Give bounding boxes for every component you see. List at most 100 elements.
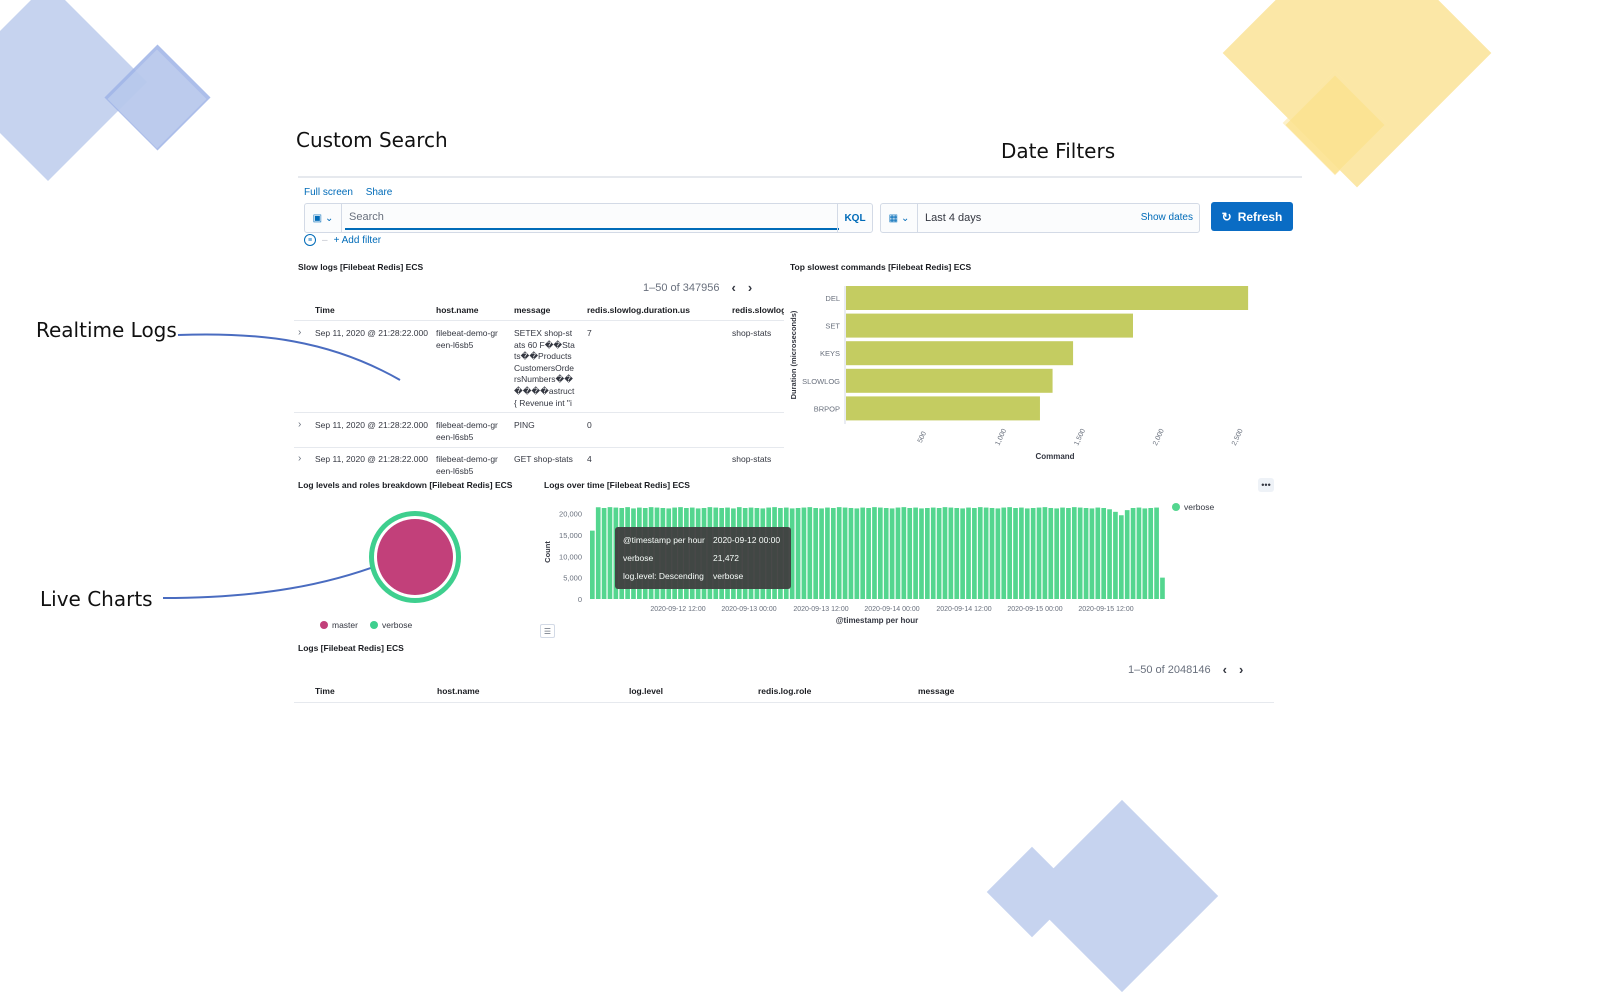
bar[interactable]: [1101, 507, 1107, 599]
column-header-time[interactable]: Time: [315, 686, 335, 696]
bar[interactable]: [866, 507, 871, 599]
bar[interactable]: [830, 507, 836, 599]
bar[interactable]: [907, 507, 913, 599]
bar[interactable]: [883, 507, 889, 599]
bar[interactable]: [1148, 507, 1154, 599]
filter-options-icon[interactable]: ≡: [304, 234, 316, 246]
legend-item-verbose[interactable]: verbose: [370, 620, 412, 630]
bar[interactable]: [1118, 515, 1124, 599]
bar[interactable]: [977, 507, 983, 599]
bar[interactable]: [925, 507, 930, 599]
date-range-label[interactable]: Last 4 days: [925, 212, 982, 224]
bar[interactable]: [919, 508, 924, 599]
show-dates-link[interactable]: Show dates: [1140, 212, 1193, 223]
bar[interactable]: [590, 530, 595, 599]
bar[interactable]: [942, 507, 948, 599]
bar[interactable]: [1095, 507, 1101, 599]
share-link[interactable]: Share: [365, 187, 393, 198]
legend-toggle-icon[interactable]: ☰: [540, 624, 555, 638]
bar[interactable]: [1007, 507, 1012, 599]
bar[interactable]: [901, 507, 907, 599]
bar[interactable]: [1160, 577, 1165, 599]
bar[interactable]: [1089, 508, 1095, 599]
panel-options-button[interactable]: •••: [1258, 478, 1274, 492]
bar[interactable]: [1013, 507, 1018, 599]
bar[interactable]: [1054, 508, 1060, 599]
search-input[interactable]: [345, 206, 839, 230]
refresh-button[interactable]: ↻ Refresh: [1211, 202, 1293, 231]
bar[interactable]: [1124, 510, 1130, 599]
next-page-icon[interactable]: ›: [747, 280, 753, 295]
kql-toggle-button[interactable]: KQL: [837, 204, 872, 232]
bar[interactable]: [1083, 507, 1089, 599]
bar[interactable]: [601, 507, 607, 599]
column-header-host[interactable]: host.name: [436, 305, 479, 315]
bar[interactable]: [1154, 507, 1159, 599]
legend-item-verbose[interactable]: verbose: [1172, 502, 1214, 512]
row-expand-icon[interactable]: ›: [298, 419, 302, 430]
add-filter-button[interactable]: + Add filter: [333, 234, 382, 246]
bar[interactable]: [1113, 511, 1118, 599]
bar[interactable]: [807, 507, 813, 599]
column-header-duration[interactable]: redis.slowlog.duration.us: [587, 305, 690, 315]
bar[interactable]: [1136, 507, 1142, 599]
bar[interactable]: [948, 507, 954, 599]
bar[interactable]: [795, 507, 801, 599]
bar[interactable]: [1036, 507, 1042, 599]
bar[interactable]: [872, 507, 877, 599]
bar[interactable]: [913, 507, 918, 599]
bar[interactable]: [895, 507, 901, 599]
column-header-role[interactable]: redis.slowlog: [732, 305, 784, 315]
prev-page-icon[interactable]: ‹: [731, 280, 736, 295]
bar[interactable]: [1142, 508, 1148, 599]
bar[interactable]: [846, 368, 1053, 393]
bar[interactable]: [813, 507, 819, 599]
row-expand-icon[interactable]: ›: [298, 327, 302, 338]
bar[interactable]: [801, 507, 807, 599]
column-header-host[interactable]: host.name: [437, 686, 480, 696]
full-screen-link[interactable]: Full screen: [304, 187, 353, 198]
bar[interactable]: [1107, 509, 1112, 599]
bar[interactable]: [1001, 507, 1007, 599]
bar[interactable]: [836, 507, 842, 599]
column-header-role[interactable]: redis.log.role: [758, 686, 812, 696]
column-header-message[interactable]: message: [514, 305, 551, 315]
bar[interactable]: [954, 507, 960, 599]
bar[interactable]: [825, 507, 830, 599]
bar[interactable]: [842, 507, 848, 599]
bar[interactable]: [960, 508, 965, 599]
saved-query-button[interactable]: ▣ ⌄: [305, 204, 342, 232]
prev-page-icon[interactable]: ‹: [1222, 662, 1227, 677]
bar[interactable]: [607, 507, 613, 599]
bar[interactable]: [972, 507, 977, 599]
bar[interactable]: [1042, 507, 1048, 599]
legend-item-master[interactable]: master: [320, 620, 358, 630]
bar[interactable]: [1060, 507, 1065, 599]
bar[interactable]: [846, 396, 1040, 421]
bar[interactable]: [860, 507, 866, 599]
bar[interactable]: [983, 507, 989, 599]
bar[interactable]: [1048, 507, 1054, 599]
bar[interactable]: [1019, 507, 1024, 599]
bar[interactable]: [989, 507, 995, 599]
bar[interactable]: [878, 507, 883, 599]
bar[interactable]: [1030, 507, 1036, 599]
bar[interactable]: [1024, 508, 1030, 599]
column-header-log-level[interactable]: log.level: [629, 686, 664, 696]
bar[interactable]: [1071, 507, 1077, 599]
bar[interactable]: [930, 507, 936, 599]
column-header-message[interactable]: message: [918, 686, 955, 696]
bar[interactable]: [966, 507, 971, 599]
bar[interactable]: [846, 341, 1074, 366]
bar[interactable]: [995, 508, 1001, 599]
row-expand-icon[interactable]: ›: [298, 453, 302, 464]
next-page-icon[interactable]: ›: [1238, 662, 1244, 677]
bar[interactable]: [595, 507, 601, 599]
bar[interactable]: [846, 286, 1249, 310]
bar[interactable]: [889, 508, 895, 599]
column-header-time[interactable]: Time: [315, 305, 335, 315]
bar[interactable]: [1077, 507, 1083, 599]
bar[interactable]: [848, 507, 854, 599]
bar[interactable]: [1130, 507, 1136, 599]
bar[interactable]: [819, 508, 824, 599]
